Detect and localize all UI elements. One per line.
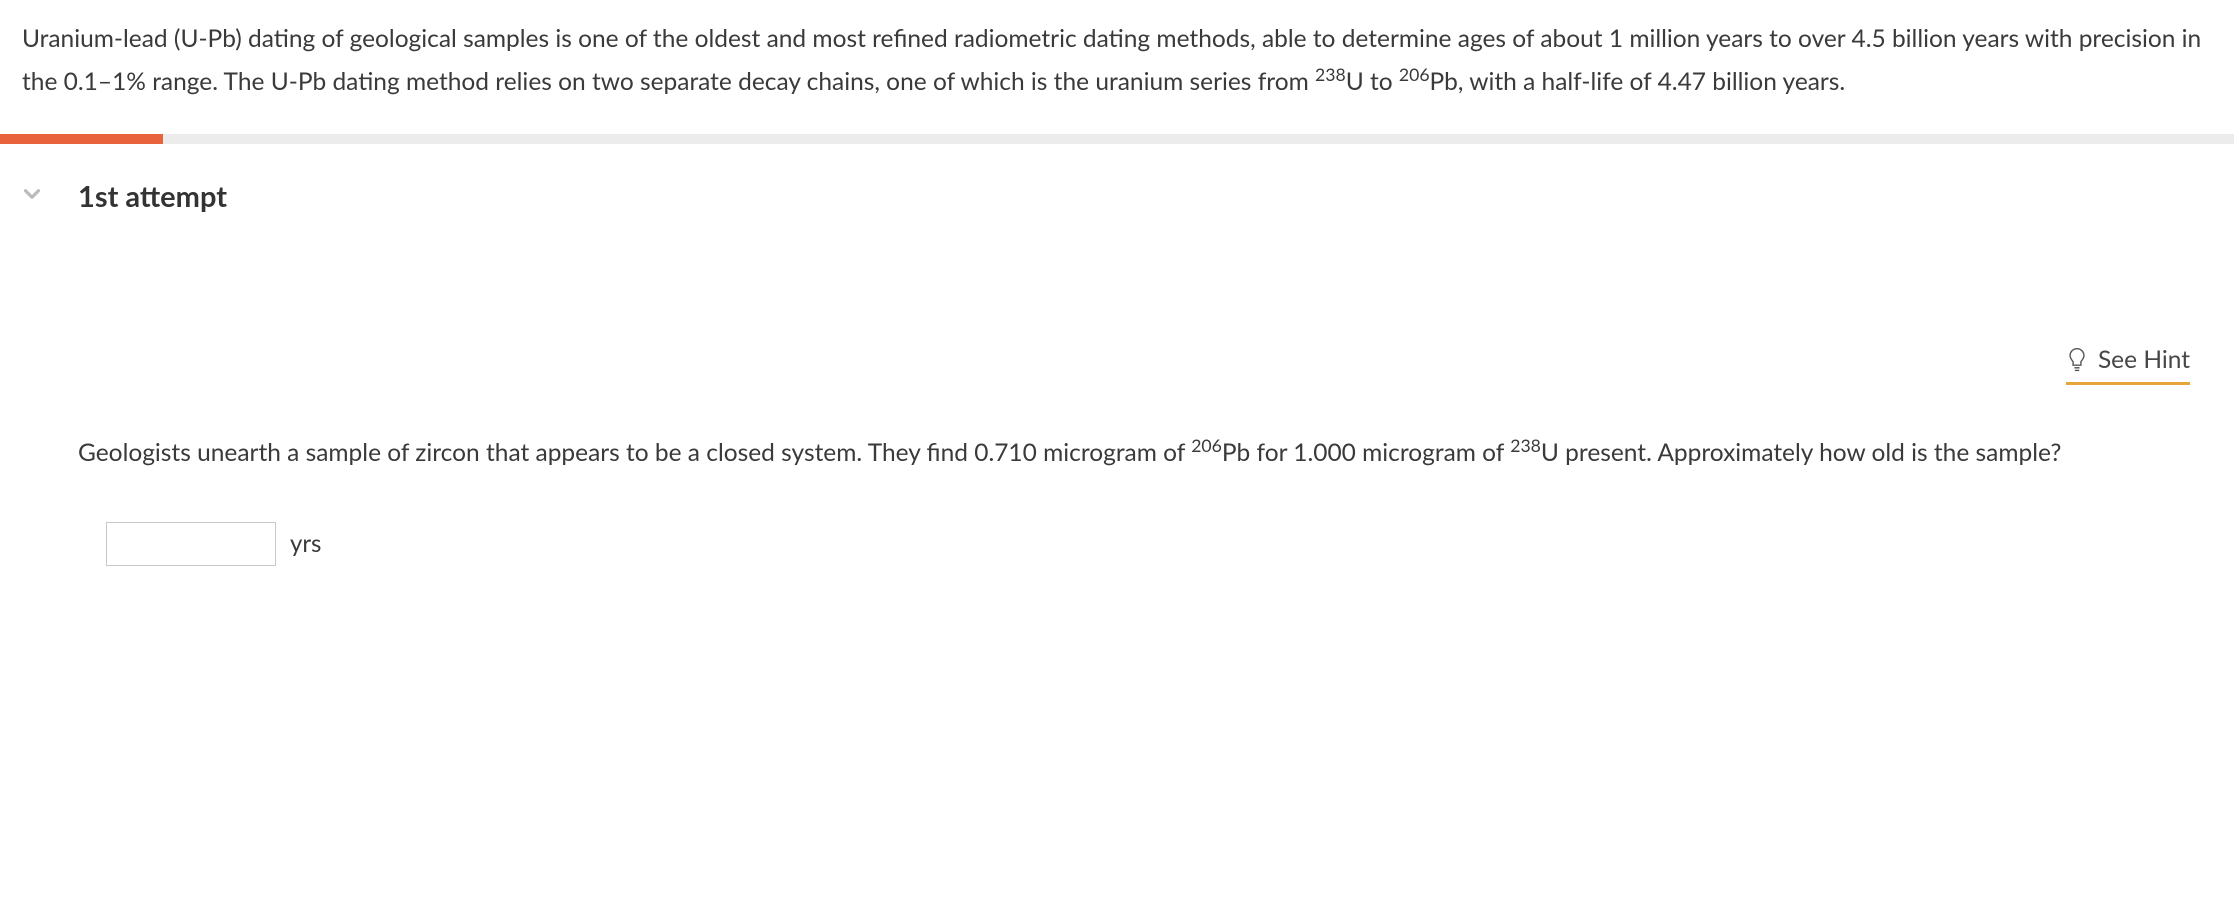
hint-label: See Hint [2098,340,2190,379]
intro-text-1: Uranium-lead (U-Pb) dating of geological… [22,24,2201,96]
question-sup-2: 238 [1510,435,1541,456]
question-text: Geologists unearth a sample of zircon th… [78,385,2212,473]
collapse-toggle[interactable] [18,180,46,208]
lightbulb-icon [2066,347,2088,373]
answer-input[interactable] [106,522,276,566]
attempt-title: 1st attempt [78,174,227,220]
problem-intro: Uranium-lead (U-Pb) dating of geological… [0,0,2234,134]
answer-unit: yrs [290,525,321,563]
question-el-2: U present. Approximately how old is the … [1541,438,2061,467]
intro-el-2: Pb, with a half-life of 4.47 billion yea… [1430,67,1846,96]
progress-bar [0,134,2234,144]
see-hint-link[interactable]: See Hint [2066,340,2190,385]
intro-sup-2: 206 [1399,64,1430,85]
progress-fill [0,134,163,144]
question-text-1: Geologists unearth a sample of zircon th… [78,438,1191,467]
question-sup-1: 206 [1191,435,1222,456]
intro-el-1: U to [1346,67,1399,96]
intro-sup-1: 238 [1315,64,1346,85]
question-el-1: Pb for 1.000 microgram of [1222,438,1510,467]
